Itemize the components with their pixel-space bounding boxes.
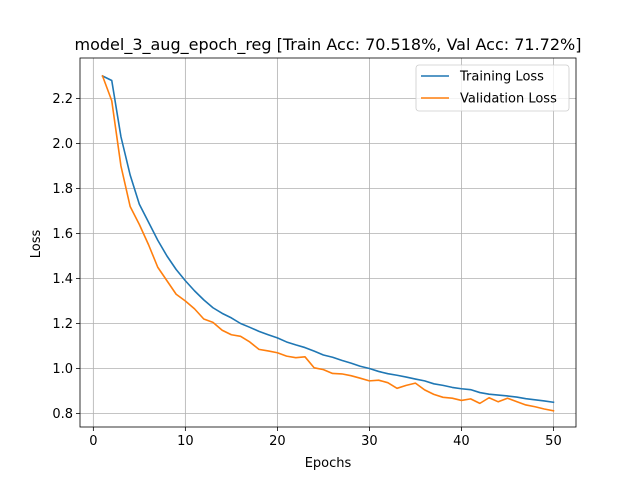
legend-box (415, 64, 570, 112)
x-tick-label: 30 (361, 434, 378, 449)
x-tick-label: 50 (545, 434, 562, 449)
y-tick-label: 1.2 (52, 317, 73, 332)
y-tick-label: 1.4 (52, 272, 73, 287)
y-tick-label: 2.0 (52, 137, 73, 152)
series-line-validation-loss (101, 74, 555, 412)
x-tick-label: 20 (269, 434, 286, 449)
x-tick-label: 10 (177, 434, 194, 449)
x-axis-label: Epochs (305, 456, 352, 471)
series-layer (101, 74, 555, 412)
legend-label: Validation Loss (460, 92, 557, 107)
series-line-training-loss (101, 74, 555, 404)
chart-title: model_3_aug_epoch_reg [Train Acc: 70.518… (75, 35, 582, 55)
y-axis-label: Loss (29, 230, 44, 259)
legend: Training Loss Validation Loss (415, 64, 570, 112)
y-tick-label: 1.6 (52, 227, 73, 242)
y-tick-label: 1.0 (52, 362, 73, 377)
y-tick-label: 1.8 (52, 182, 73, 197)
plot-frame (79, 57, 577, 428)
legend-label: Training Loss (459, 70, 544, 85)
y-tick-label: 0.8 (52, 407, 73, 422)
x-tick-label: 40 (453, 434, 470, 449)
y-tick-label: 2.2 (52, 92, 73, 107)
x-tick-label: 0 (89, 434, 97, 449)
axis-ticks: 0 10 20 30 40 50 0.8 1.0 1.2 1.4 1.6 1.8 2.0 2.2 (52, 92, 561, 449)
